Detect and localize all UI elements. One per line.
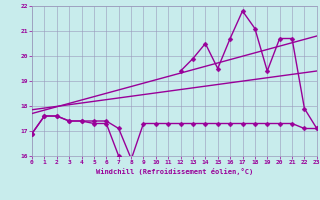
- X-axis label: Windchill (Refroidissement éolien,°C): Windchill (Refroidissement éolien,°C): [96, 168, 253, 175]
